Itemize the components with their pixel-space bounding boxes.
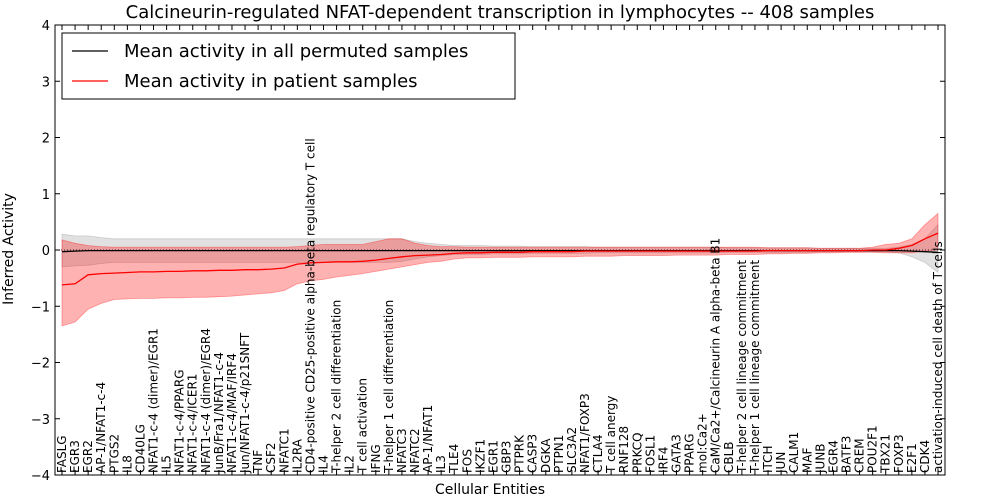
- x-category-label: NFAT1-c-4/PPARG: [173, 369, 187, 473]
- x-category-label: FASLG: [55, 435, 69, 473]
- x-category-label: IKZF1: [473, 439, 487, 473]
- x-category-label: AP-1/NFAT1-c-4: [94, 382, 108, 473]
- x-category-label: PTPN1: [552, 435, 566, 473]
- x-category-label: PRKCQ: [630, 432, 644, 473]
- y-tick-label: 1: [42, 188, 50, 203]
- x-category-label: IRF4: [656, 447, 670, 473]
- x-category-label: EGR3: [68, 440, 82, 473]
- legend-label-patient: Mean activity in patient samples: [124, 71, 418, 92]
- x-category-label: FOS: [460, 449, 474, 473]
- chart-title: Calcineurin-regulated NFAT-dependent tra…: [126, 2, 875, 23]
- legend-box: [61, 32, 516, 100]
- x-category-label: IL5: [160, 455, 174, 473]
- x-category-label: CD40LG: [133, 424, 147, 473]
- y-tick-label: 2: [42, 132, 50, 147]
- x-axis-title: Cellular Entities: [435, 482, 545, 498]
- x-category-label: PPARG: [683, 433, 697, 473]
- x-category-label: JUNB: [813, 443, 827, 474]
- x-category-label: EGR2: [81, 440, 95, 473]
- x-category-label: NFAT1/FOXP3: [578, 393, 592, 473]
- y-tick-label: −2: [31, 357, 50, 372]
- y-axis: −4 −3 −2 −1 0 1 2 3 4: [31, 19, 945, 484]
- x-category-label: EGR4: [826, 440, 840, 473]
- x-category-label: RNF128: [617, 426, 631, 473]
- y-tick-label: 3: [42, 75, 50, 90]
- x-category-label: IL2RA: [290, 438, 304, 473]
- plot-frame: [54, 24, 946, 476]
- x-category-label: PTPRK: [513, 434, 527, 473]
- x-category-label: ITCH: [761, 445, 775, 473]
- x-category-label: NFATC3: [395, 428, 409, 473]
- series-line-patient: [61, 232, 939, 286]
- x-category-label: T cell anergy: [604, 396, 618, 474]
- x-category-label: T cell activation: [356, 378, 370, 474]
- x-category-label: TBX21: [879, 434, 893, 474]
- x-category-label: BATF3: [840, 436, 854, 473]
- x-category-label: IFNG: [369, 444, 383, 473]
- x-axis-category-labels: FASLG EGR3 EGR2 AP-1/NFAT1-c-4 PTGS2 IL8 CD40L…: [55, 25, 945, 475]
- x-category-label: CSF2: [264, 442, 278, 473]
- x-category-label: T-helper 2 cell lineage commitment: [735, 260, 749, 474]
- x-category-label: CD4-positive CD25-positive alpha-beta re…: [303, 138, 317, 473]
- x-category-label: IL2: [343, 455, 357, 473]
- x-category-label: GBP3: [500, 441, 514, 473]
- x-category-label: CREM: [853, 438, 867, 473]
- x-category-label: E2F1: [905, 443, 919, 473]
- x-category-label: JUN: [774, 452, 788, 474]
- y-axis-title: Inferred Activity: [1, 193, 17, 305]
- x-category-label: EGR1: [487, 440, 501, 473]
- x-category-label: IL3: [434, 455, 448, 473]
- x-category-label: FOSL1: [643, 435, 657, 473]
- x-category-label: TNF: [251, 450, 265, 474]
- y-tick-label: 0: [42, 244, 50, 259]
- x-category-label: Jun/NFAT1-c-4/p21SNFT: [238, 332, 252, 474]
- x-category-label: mol:Ca2+: [696, 413, 710, 473]
- x-category-label: CDK4: [918, 440, 932, 473]
- x-category-label: JunB/Fra1/NFAT1-c-4: [212, 352, 226, 474]
- x-category-label: NFAT1-c-4 (dimer)/EGR1: [147, 328, 161, 473]
- x-category-label: NFATC1: [277, 428, 291, 473]
- y-tick-label: −4: [31, 469, 50, 484]
- x-category-label: IL8: [120, 455, 134, 473]
- x-category-label: NFATC2: [408, 428, 422, 473]
- x-category-label: FOXP3: [892, 434, 906, 473]
- x-category-label: T-helper 1 cell differentiation: [382, 300, 396, 474]
- legend-label-permuted: Mean activity in all permuted samples: [124, 41, 468, 62]
- x-category-label: NFAT1-c-4/MAF/IRF4: [225, 353, 239, 473]
- x-category-label: CASP3: [526, 434, 540, 473]
- x-category-label: CaM/Ca2+/Calcineurin A alpha-beta B1: [709, 238, 723, 473]
- x-category-label: CTLA4: [591, 434, 605, 473]
- y-tick-label: 4: [42, 19, 50, 34]
- x-category-label: activation-induced cell death of T cells: [931, 241, 945, 473]
- band-patient: [61, 212, 939, 327]
- y-tick-label: −3: [31, 413, 50, 428]
- x-category-label: GATA3: [670, 434, 684, 473]
- x-category-label: DGKA: [539, 438, 553, 473]
- x-category-label: CBLB: [722, 441, 736, 473]
- x-category-label: PTGS2: [107, 434, 121, 473]
- x-category-label: POU2F1: [866, 425, 880, 473]
- legend: Mean activity in all permuted samples Me…: [61, 32, 516, 100]
- x-category-label: T-helper 1 cell lineage commitment: [748, 260, 762, 474]
- x-category-label: AP-1/NFAT1: [421, 405, 435, 473]
- x-category-label: NFAT1-c-4 (dimer)/EGR4: [199, 328, 213, 473]
- x-category-label: SLC3A2: [565, 427, 579, 473]
- plot-area: [55, 212, 945, 327]
- x-category-label: CALM1: [787, 432, 801, 473]
- x-category-label: MAF: [800, 447, 814, 473]
- y-tick-label: −1: [31, 300, 50, 315]
- x-category-label: NFAT1-c-4/ICER1: [186, 374, 200, 473]
- x-category-label: T-helper 2 cell differentiation: [330, 300, 344, 474]
- x-category-label: TLE4: [447, 444, 461, 474]
- x-category-label: IL4: [317, 455, 331, 473]
